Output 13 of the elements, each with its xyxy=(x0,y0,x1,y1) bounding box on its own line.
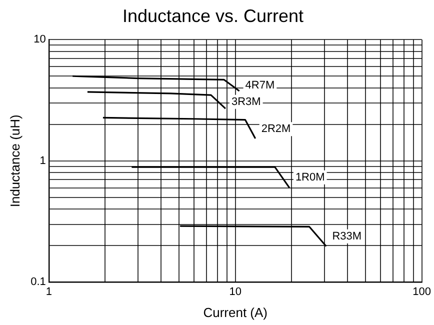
x-axis-title: Current (A) xyxy=(203,304,268,320)
y-axis-title: Inductance (uH) xyxy=(7,114,22,208)
series-label: 2R2M xyxy=(261,123,291,136)
series-label: 1R0M xyxy=(295,171,325,184)
series-label: R33M xyxy=(332,230,362,242)
y-tick-label: 0.1 xyxy=(30,276,46,288)
y-tick-label: 10 xyxy=(34,34,46,46)
y-tick-label: 1 xyxy=(40,154,46,167)
series-label: 4R7M xyxy=(245,79,275,92)
series-label: 3R3M xyxy=(231,96,261,108)
x-tick-label: 10 xyxy=(229,286,242,298)
chart-title: Inductance vs. Current xyxy=(122,6,304,26)
x-tick-label: 100 xyxy=(412,286,432,298)
